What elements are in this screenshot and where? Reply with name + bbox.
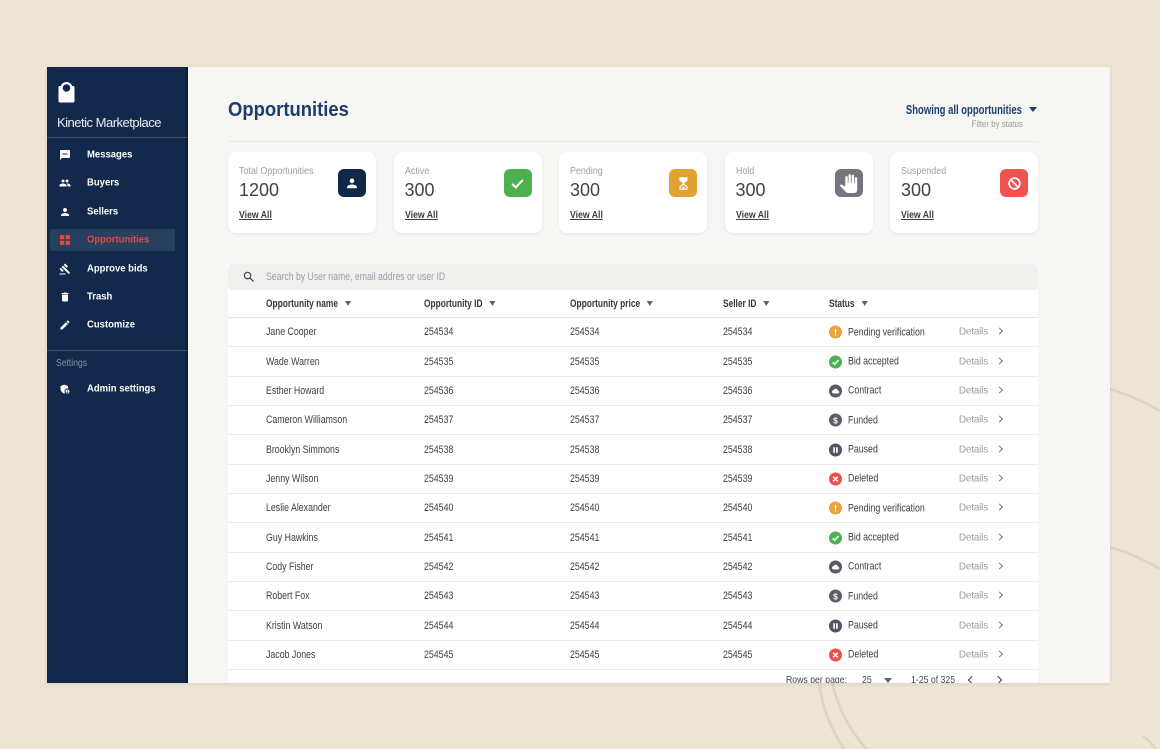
svg-text:$: $: [833, 592, 838, 602]
svg-text:$: $: [833, 415, 838, 425]
svg-text:!: !: [834, 503, 837, 513]
svg-text:!: !: [834, 327, 837, 337]
